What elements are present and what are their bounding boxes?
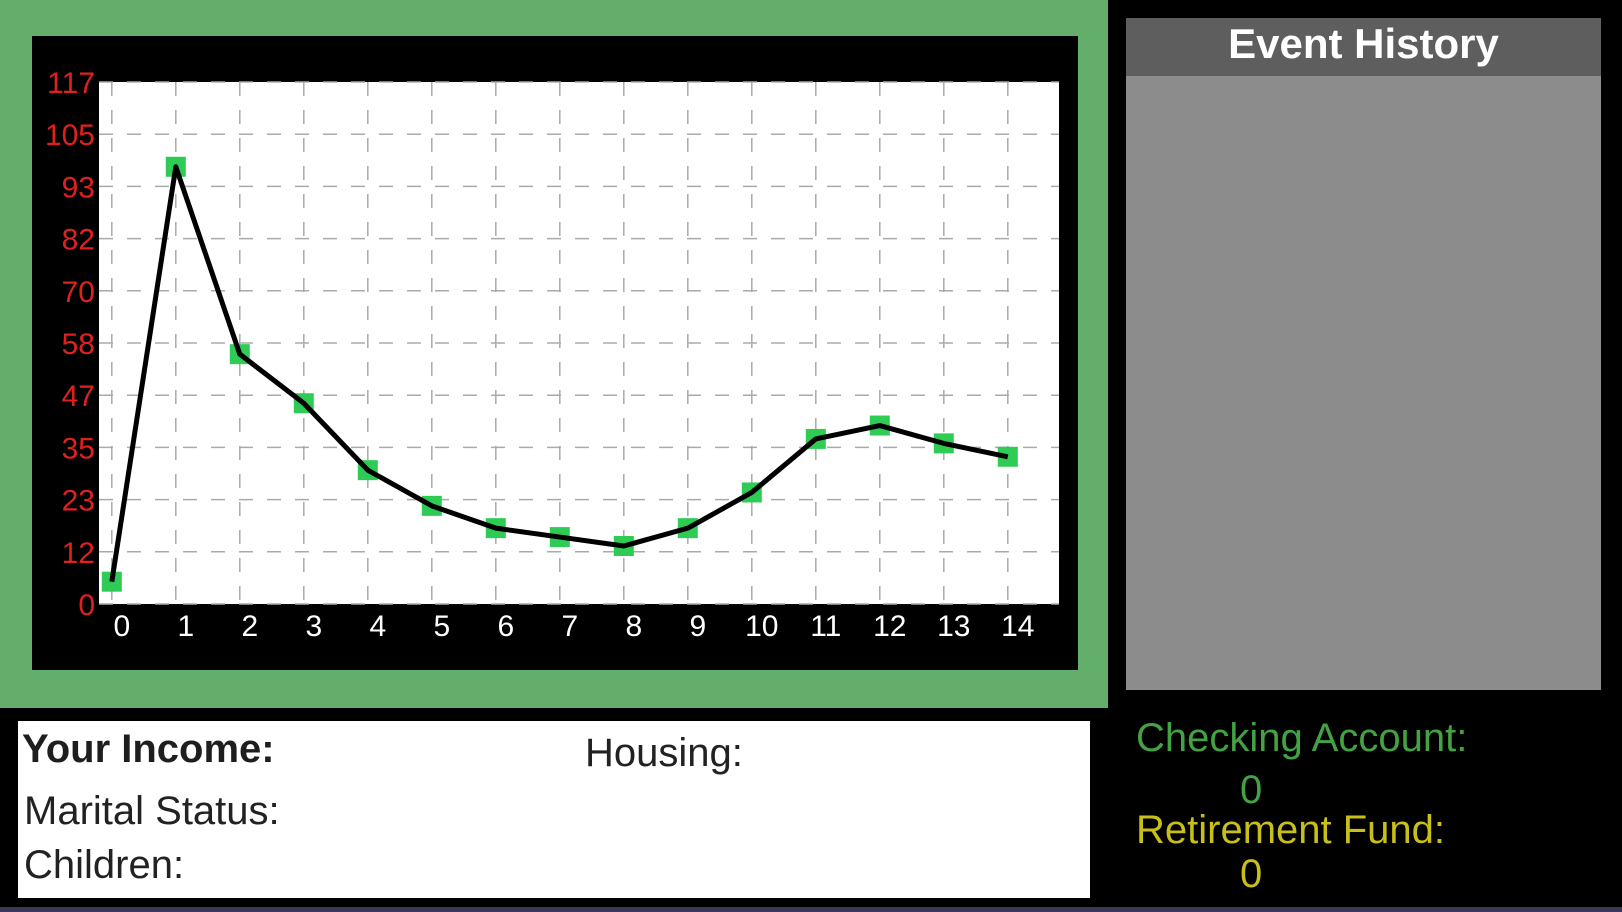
y-tick-label: 105 — [45, 119, 95, 152]
retirement-fund-value: 0 — [1240, 852, 1263, 896]
income-label: Your Income: — [22, 727, 275, 771]
retirement-fund-label: Retirement Fund: — [1136, 808, 1446, 852]
x-tick-label: 2 — [241, 610, 258, 643]
event-history-title: Event History — [1126, 18, 1601, 76]
checking-account-label: Checking Account: — [1136, 716, 1468, 760]
x-tick-label: 13 — [937, 610, 970, 643]
x-tick-label: 10 — [745, 610, 778, 643]
series-line — [109, 164, 1009, 583]
x-tick-label: 5 — [433, 610, 450, 643]
chart-panel: 0 12 23 35 47 58 70 82 93 105 117 0 1 2 3 4 5 6 7 8 9 10 11 12 1… — [32, 36, 1078, 670]
housing-label: Housing: — [585, 731, 743, 775]
y-tick-label: 12 — [62, 537, 95, 570]
bottom-border — [0, 907, 1622, 912]
marital-status-label: Marital Status: — [24, 789, 280, 833]
y-tick-label: 47 — [62, 380, 95, 413]
x-tick-label: 14 — [1001, 610, 1034, 643]
event-history-list[interactable] — [1126, 76, 1601, 690]
y-tick-label: 35 — [62, 432, 95, 465]
x-tick-label: 8 — [625, 610, 642, 643]
y-tick-label: 70 — [62, 276, 95, 309]
children-label: Children: — [24, 843, 185, 887]
x-tick-label: 1 — [177, 610, 194, 643]
x-tick-label: 0 — [113, 610, 130, 643]
y-tick-label: 117 — [47, 67, 95, 100]
x-tick-label: 12 — [873, 610, 906, 643]
y-tick-label: 82 — [62, 224, 95, 257]
x-tick-label: 11 — [810, 610, 841, 643]
x-tick-label: 3 — [305, 610, 322, 643]
chart-frame: 0 12 23 35 47 58 70 82 93 105 117 0 1 2 3 4 5 6 7 8 9 10 11 12 1… — [0, 0, 1108, 708]
x-tick-label: 9 — [689, 610, 706, 643]
y-tick-label: 0 — [78, 589, 95, 622]
event-history-panel: Event History — [1126, 18, 1601, 690]
y-tick-label: 93 — [62, 171, 95, 204]
y-tick-label: 23 — [62, 485, 95, 518]
y-tick-label: 58 — [62, 328, 95, 361]
checking-account-value: 0 — [1240, 768, 1263, 812]
player-info-box: Your Income: Housing: Marital Status: Ch… — [18, 721, 1090, 898]
x-tick-label: 4 — [369, 610, 386, 643]
x-tick-label: 7 — [561, 610, 578, 643]
x-tick-label: 6 — [497, 610, 514, 643]
